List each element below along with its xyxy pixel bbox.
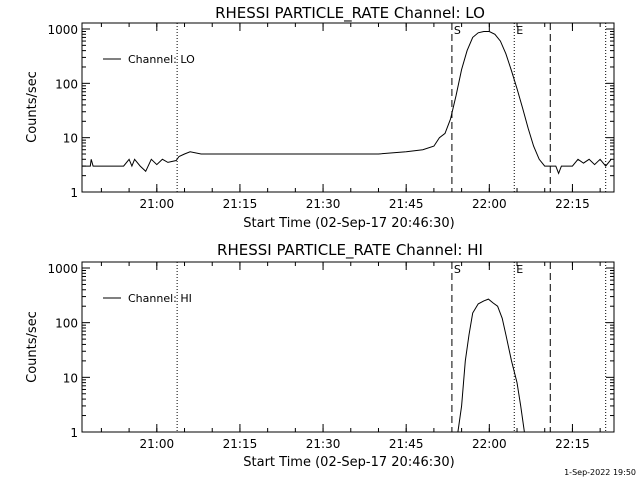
axis-ticks: 21:00 21:15 21:30 21:45 22:00 22:15 1 10 100 1000 xyxy=(47,23,614,211)
plot-frame xyxy=(81,22,615,193)
x-tick-label: 21:15 xyxy=(223,437,258,451)
x-axis-label: Start Time (02-Sep-17 20:46:30) xyxy=(243,455,454,470)
x-tick-label: 21:30 xyxy=(306,197,341,211)
y-axis-label: Counts/sec xyxy=(25,311,40,383)
y-tick-label: 1000 xyxy=(47,23,78,37)
event-marker-label: S xyxy=(454,263,461,276)
y-tick-label: 10 xyxy=(63,132,78,146)
plot-frame xyxy=(81,261,615,433)
axis-ticks: 21:00 21:15 21:30 21:45 22:00 22:15 1 10 100 1000 xyxy=(47,262,614,451)
series-line xyxy=(82,31,612,175)
y-axis-label: Counts/sec xyxy=(25,71,40,143)
y-tick-label: 1 xyxy=(70,186,78,200)
legend-label: Channel: HI xyxy=(128,292,192,305)
series xyxy=(82,31,612,175)
x-tick-label: 21:45 xyxy=(389,437,424,451)
panel-hi: RHESSI PARTICLE_RATE Channel: HI Counts/… xyxy=(25,241,615,470)
x-tick-label: 22:15 xyxy=(555,437,590,451)
x-tick-label: 21:00 xyxy=(140,197,175,211)
x-tick-label: 21:45 xyxy=(389,197,424,211)
series xyxy=(457,298,525,433)
event-marker-label: E xyxy=(516,263,523,276)
event-marker-label: E xyxy=(516,24,523,37)
x-axis-label: Start Time (02-Sep-17 20:46:30) xyxy=(243,216,454,231)
x-tick-label: 21:30 xyxy=(306,437,341,451)
panel-lo: RHESSI PARTICLE_RATE Channel: LO Counts/… xyxy=(25,4,615,231)
y-tick-label: 100 xyxy=(55,317,78,331)
legend-label: Channel: LO xyxy=(128,53,195,66)
y-tick-label: 1 xyxy=(70,426,78,440)
y-tick-label: 10 xyxy=(63,371,78,385)
x-tick-label: 21:15 xyxy=(223,197,258,211)
y-tick-label: 1000 xyxy=(47,262,78,276)
footer-timestamp: 1-Sep-2022 19:50 xyxy=(564,468,636,477)
series-line xyxy=(457,298,525,433)
event-marker-label: S xyxy=(454,24,461,37)
x-tick-label: 22:15 xyxy=(555,197,590,211)
y-tick-label: 100 xyxy=(55,77,78,91)
x-tick-label: 22:00 xyxy=(472,437,507,451)
x-tick-label: 22:00 xyxy=(472,197,507,211)
x-tick-label: 21:00 xyxy=(140,437,175,451)
chart-title: RHESSI PARTICLE_RATE Channel: HI xyxy=(217,241,483,260)
chart-title: RHESSI PARTICLE_RATE Channel: LO xyxy=(215,4,485,23)
